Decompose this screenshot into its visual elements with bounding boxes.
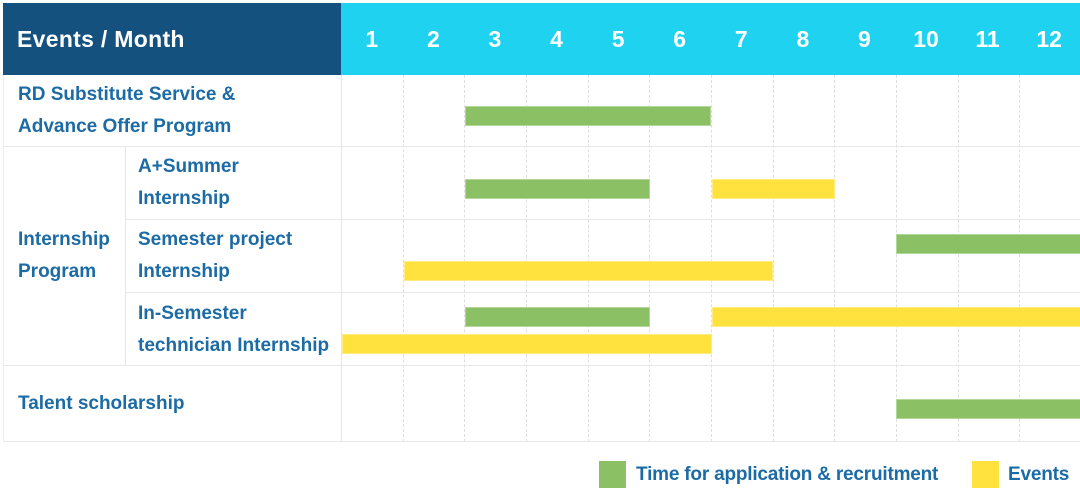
group-subrows: A+Summer Internship Semester project Int… [126, 147, 1080, 366]
row-label-in-semester-technician: In-Semester technician Internship [126, 293, 342, 366]
row-label-line: A+Summer [138, 156, 239, 177]
row-label-line: Internship [138, 188, 230, 209]
group-label-line: Program [18, 261, 97, 282]
month-header-row: 1 2 3 4 5 6 7 8 9 10 11 12 [341, 3, 1080, 75]
row-label-line: RD Substitute Service & [18, 83, 236, 105]
row-label-line: Semester project [138, 229, 293, 250]
month-gridline [959, 75, 1021, 442]
schedule-rows: RD Substitute Service & Advance Offer Pr… [4, 75, 1080, 442]
row-rd-substitute: RD Substitute Service & Advance Offer Pr… [4, 75, 1080, 147]
month-gridline [650, 75, 713, 442]
month-header-cell-7: 7 [734, 25, 748, 52]
month-gridline [527, 75, 589, 442]
schedule-body: RD Substitute Service & Advance Offer Pr… [3, 75, 1080, 442]
row-label-line: In-Semester [138, 302, 247, 324]
month-header-cell-9: 9 [858, 25, 871, 52]
month-gridline [589, 75, 651, 442]
group-internship-program: Internship Program A+Summer Internship [4, 147, 1080, 366]
row-label-talent-scholarship: Talent scholarship [4, 366, 342, 441]
row-label-line: Advance Offer Program [18, 115, 232, 137]
row-label-rd-substitute: RD Substitute Service & Advance Offer Pr… [4, 75, 342, 146]
month-gridline [897, 75, 959, 442]
month-header-cell-11: 11 [975, 25, 1000, 52]
row-label-semester-project: Semester project Internship [126, 220, 342, 292]
month-gridline [835, 75, 898, 442]
legend-swatch-application [599, 461, 626, 488]
row-semester-project: Semester project Internship [126, 220, 1080, 293]
month-header-cell-1: 1 [365, 25, 379, 52]
row-label-line: Talent scholarship [18, 392, 185, 414]
month-header-cell-10: 10 [913, 25, 939, 52]
row-a-plus-summer: A+Summer Internship [126, 147, 1080, 220]
month-gridlines [342, 75, 1080, 442]
row-in-semester-technician: In-Semester technician Internship [126, 293, 1080, 366]
legend: Time for application & recruitment Event… [0, 461, 1080, 488]
legend-label-events: Events [1008, 464, 1070, 485]
events-month-title: Events / Month [17, 25, 185, 52]
month-gridline [404, 75, 466, 442]
group-label-line: Internship [18, 229, 110, 250]
month-gridline [465, 75, 528, 442]
month-header-cell-4: 4 [550, 25, 563, 52]
month-gridline [342, 75, 404, 442]
month-header-cell-5: 5 [611, 25, 625, 52]
legend-swatch-events [972, 461, 999, 488]
month-header-cell-12: 12 [1036, 25, 1062, 52]
row-label-line: Internship [138, 261, 230, 282]
month-header-cell-3: 3 [488, 25, 502, 52]
row-label-line: technician Internship [138, 334, 330, 356]
month-header-cell-8: 8 [796, 25, 810, 52]
month-gridline [712, 75, 774, 442]
events-month-header-cell: Events / Month [3, 3, 341, 75]
schedule-table: Events / Month 1 2 3 4 5 6 7 8 9 10 11 1… [3, 3, 1080, 442]
month-header-cell-2: 2 [426, 25, 440, 52]
month-header-cell-6: 6 [673, 25, 687, 52]
row-talent-scholarship: Talent scholarship [4, 366, 1080, 442]
group-label-internship-program: Internship Program [4, 147, 126, 365]
month-gridline [774, 75, 836, 442]
row-label-a-plus-summer: A+Summer Internship [126, 147, 342, 219]
legend-label-application: Time for application & recruitment [636, 464, 939, 485]
